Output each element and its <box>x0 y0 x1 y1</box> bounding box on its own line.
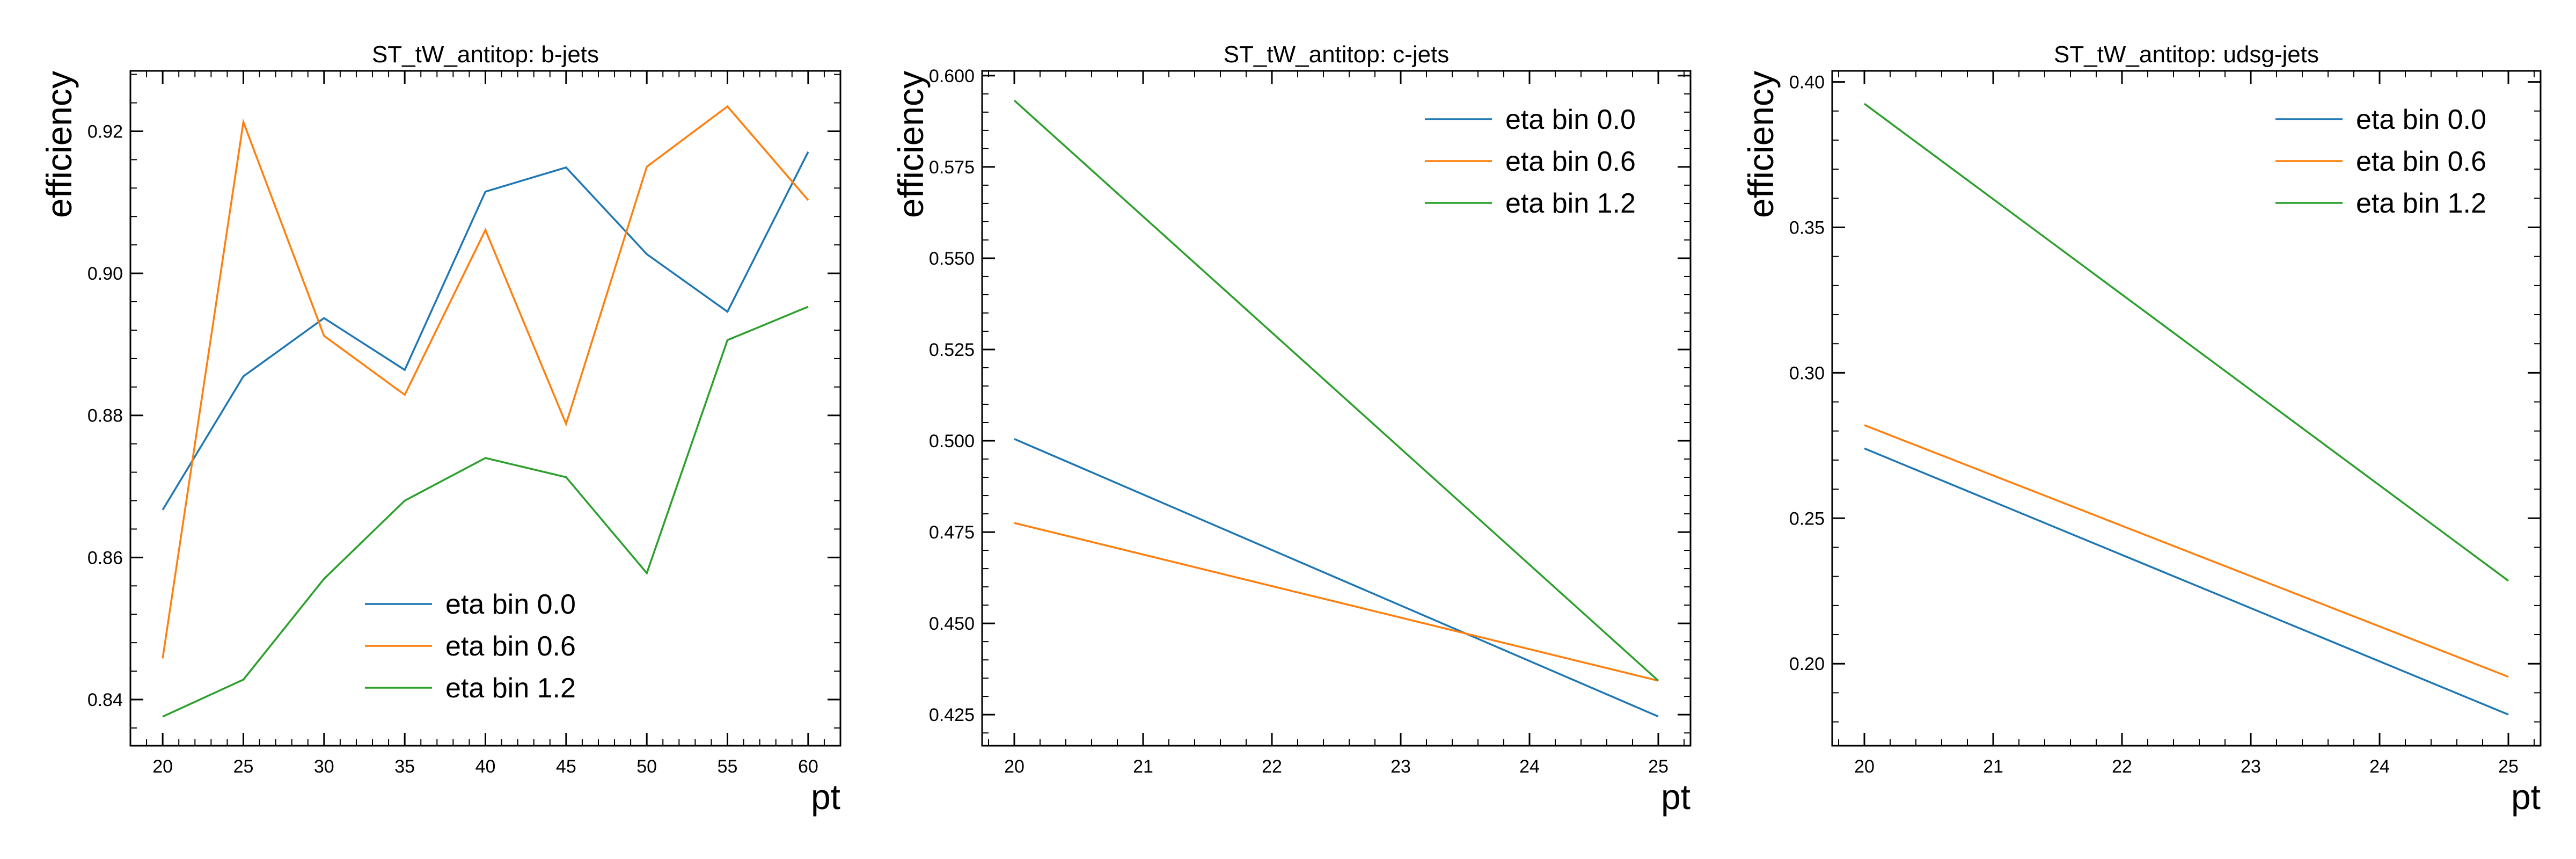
y-tick-label: 0.40 <box>1789 72 1825 93</box>
x-tick-label: 60 <box>798 756 818 777</box>
chart-panel-3: 20 21 22 23 24 25 0.20 0.25 0.30 0.35 0.40 ST_tW_an… <box>1741 41 2542 817</box>
x-tick-label: 23 <box>2241 756 2261 777</box>
series-line-1 <box>1864 447 2509 716</box>
y-tick-label: 0.500 <box>929 431 975 452</box>
x-tick-label: 55 <box>718 756 738 777</box>
series-line-2 <box>1864 424 2509 678</box>
series-line-2 <box>1014 522 1659 682</box>
y-tick-label: 0.25 <box>1789 508 1825 529</box>
x-axis-label: pt <box>2511 777 2541 817</box>
y-tick-label: 0.30 <box>1789 363 1825 383</box>
legend-label-3: eta bin 1.2 <box>1505 188 1636 219</box>
x-tick-label: 50 <box>636 756 657 777</box>
chart-panel-2: 20 21 22 23 24 25 0.425 0.450 0.475 0.500 0.525 0.5… <box>891 41 1692 817</box>
x-axis-label: pt <box>1661 777 1690 817</box>
series-line-2 <box>162 105 809 659</box>
x-tick-label: 35 <box>394 756 415 777</box>
minor-ticks <box>130 71 841 746</box>
x-tick-label: 30 <box>314 756 334 777</box>
y-tick-label: 0.450 <box>929 614 975 634</box>
y-tick-label: 0.92 <box>87 121 123 142</box>
major-ticks <box>130 71 840 746</box>
y-tick-label: 0.425 <box>929 705 975 725</box>
y-tick-label: 0.86 <box>87 548 123 568</box>
x-tick-label: 25 <box>233 756 254 777</box>
series-lines <box>1863 103 2509 716</box>
legend-label-1: eta bin 0.0 <box>1505 104 1636 135</box>
legend: eta bin 0.0 eta bin 0.6 eta bin 1.2 <box>1425 104 1636 219</box>
legend: eta bin 0.0 eta bin 0.6 eta bin 1.2 <box>2275 104 2486 219</box>
x-tick-label: 45 <box>556 756 576 777</box>
x-tick-label: 21 <box>1133 756 1153 777</box>
legend-label-3: eta bin 1.2 <box>445 673 576 704</box>
y-tick-label: 0.20 <box>1789 654 1825 674</box>
y-tick-label: 0.525 <box>929 340 975 360</box>
y-tick-label: 0.88 <box>87 406 123 426</box>
y-tick-label: 0.84 <box>87 690 123 710</box>
y-tick-label: 0.550 <box>929 249 975 269</box>
legend-label-1: eta bin 0.0 <box>445 589 576 620</box>
x-axis-label: pt <box>811 777 840 817</box>
x-tick-label: 24 <box>1519 756 1540 777</box>
series-line-1 <box>162 151 809 511</box>
legend-label-2: eta bin 0.6 <box>2356 146 2486 177</box>
x-tick-label: 20 <box>152 756 173 777</box>
major-ticks <box>1832 71 2541 746</box>
y-tick-label: 0.90 <box>87 264 123 284</box>
y-tick-label: 0.475 <box>929 522 975 543</box>
y-axis-label: efficiency <box>891 71 931 218</box>
series-line-3 <box>1013 99 1659 682</box>
plot-frame <box>1831 70 2542 747</box>
chart-title: ST_tW_antitop: c-jets <box>1224 41 1450 68</box>
y-axis-label: efficiency <box>39 71 79 218</box>
legend-label-1: eta bin 0.0 <box>2356 104 2486 135</box>
series-line-1 <box>1014 438 1659 718</box>
series-line-3 <box>1863 103 2509 582</box>
y-tick-label: 0.600 <box>929 66 975 86</box>
x-tick-label: 20 <box>1854 756 1875 777</box>
x-tick-label: 24 <box>2369 756 2390 777</box>
x-tick-label: 25 <box>2498 756 2519 777</box>
legend-label-2: eta bin 0.6 <box>1505 146 1636 177</box>
x-tick-label: 40 <box>475 756 496 777</box>
legend: eta bin 0.0 eta bin 0.6 eta bin 1.2 <box>365 589 576 704</box>
y-axis-label: efficiency <box>1741 71 1781 218</box>
series-lines <box>1013 99 1659 718</box>
y-tick-label: 0.575 <box>929 157 975 178</box>
chart-panel-1: 20 25 30 35 40 45 50 55 60 0.84 0.86 0.88 0.90 0.92 ST… <box>39 41 841 817</box>
x-tick-label: 22 <box>2112 756 2132 777</box>
plot-frame <box>981 70 1692 747</box>
x-tick-label: 25 <box>1648 756 1668 777</box>
x-tick-label: 23 <box>1391 756 1411 777</box>
x-tick-label: 22 <box>1262 756 1282 777</box>
chart-title: ST_tW_antitop: udsg-jets <box>2054 41 2319 68</box>
y-tick-label: 0.35 <box>1789 217 1825 238</box>
x-tick-label: 20 <box>1004 756 1024 777</box>
x-tick-label: 21 <box>1983 756 2003 777</box>
major-ticks <box>982 71 1690 746</box>
series-line-3 <box>162 305 809 718</box>
chart-title: ST_tW_antitop: b-jets <box>372 41 599 68</box>
series-lines <box>162 105 809 718</box>
legend-label-3: eta bin 1.2 <box>2356 188 2486 219</box>
legend-label-2: eta bin 0.6 <box>445 631 576 662</box>
